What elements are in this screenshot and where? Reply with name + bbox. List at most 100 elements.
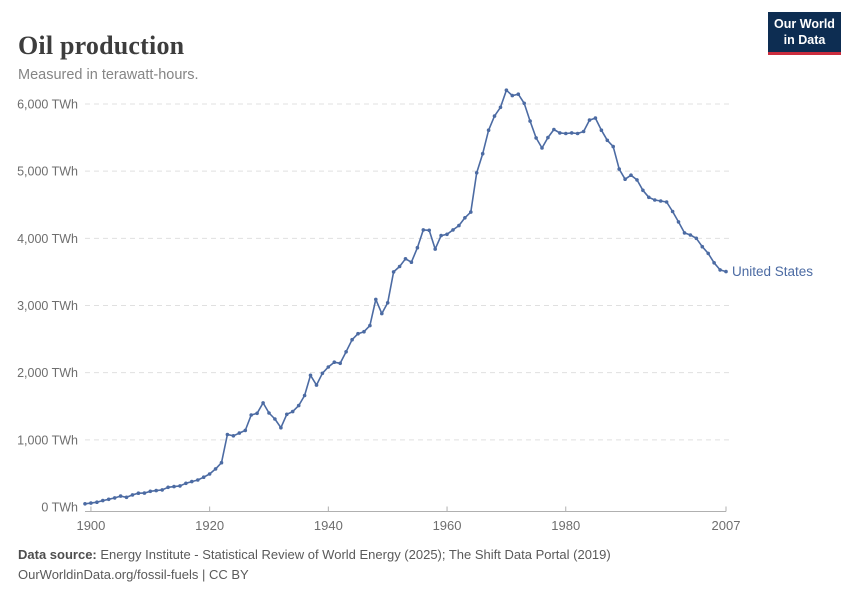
data-point	[569, 131, 574, 135]
data-point	[219, 460, 224, 465]
owid-logo-line2: in Data	[783, 32, 826, 47]
y-tick-label: 2,000 TWh	[17, 366, 78, 380]
data-point	[243, 428, 248, 433]
data-point	[611, 144, 615, 149]
x-tick-label: 1940	[314, 518, 343, 533]
data-source-text: Energy Institute - Statistical Review of…	[96, 547, 611, 562]
owid-logo[interactable]: Our World in Data	[768, 12, 841, 55]
data-point	[302, 393, 307, 398]
data-point	[724, 269, 728, 274]
data-point	[148, 489, 153, 494]
data-point	[492, 114, 497, 118]
data-point	[231, 434, 236, 438]
x-tick-label: 1900	[76, 518, 105, 533]
data-point	[368, 323, 372, 328]
data-point	[380, 311, 384, 316]
owid-logo-line1: Our World	[774, 17, 835, 31]
y-tick-label: 4,000 TWh	[17, 232, 78, 246]
data-point	[385, 301, 390, 305]
data-point	[635, 178, 639, 182]
data-point	[391, 270, 396, 274]
data-point	[403, 257, 408, 261]
data-point	[285, 412, 289, 417]
y-tick-label: 1,000 TWh	[17, 433, 78, 447]
chart-footer: Data source: Energy Institute - Statisti…	[18, 545, 611, 585]
data-point	[546, 135, 550, 140]
data-point	[653, 198, 657, 202]
data-point	[332, 360, 337, 365]
data-point	[575, 131, 580, 136]
data-point	[201, 475, 206, 480]
data-point	[439, 233, 443, 238]
data-point	[350, 337, 354, 342]
data-point	[629, 173, 633, 177]
data-point	[682, 231, 687, 235]
data-point	[463, 216, 467, 220]
data-point	[362, 329, 366, 334]
data-point	[581, 129, 586, 134]
data-point	[136, 491, 141, 496]
data-point	[641, 188, 645, 193]
data-point	[207, 472, 212, 476]
data-point	[314, 383, 319, 387]
data-point	[261, 401, 265, 405]
data-point	[605, 138, 610, 143]
series-line-group[interactable]	[83, 88, 728, 506]
data-source-label: Data source:	[18, 547, 97, 562]
y-tick-label: 6,000 TWh	[17, 97, 78, 111]
data-source-line: Data source: Energy Institute - Statisti…	[18, 545, 611, 565]
data-point	[101, 498, 105, 503]
data-point	[457, 223, 461, 228]
data-point	[480, 151, 485, 156]
data-point	[700, 244, 705, 249]
tick-labels-group: 0 TWh 1,000 TWh 2,000 TWh 3,000 TWh 4,000 TW…	[17, 97, 740, 533]
data-point	[409, 260, 414, 265]
data-point	[184, 481, 188, 486]
y-tick-label: 0 TWh	[41, 501, 78, 515]
data-point	[647, 195, 651, 200]
data-point	[237, 431, 242, 435]
y-tick-label: 5,000 TWh	[17, 165, 78, 179]
data-point	[273, 417, 277, 421]
data-point	[599, 128, 604, 132]
data-point	[225, 432, 230, 437]
data-point	[172, 484, 176, 489]
data-point	[190, 479, 194, 484]
data-point	[623, 177, 627, 181]
data-point	[356, 331, 360, 336]
data-point	[130, 493, 135, 497]
data-point	[564, 131, 568, 136]
data-point	[154, 488, 158, 493]
series-line	[84, 89, 727, 505]
data-point	[486, 128, 491, 132]
data-point	[658, 199, 663, 203]
data-point	[338, 361, 343, 366]
data-point	[664, 200, 669, 204]
x-tick-label: 1960	[433, 518, 462, 533]
gridlines-group	[85, 103, 730, 441]
data-point	[374, 297, 378, 302]
data-point	[676, 220, 681, 224]
y-tick-label: 3,000 TWh	[17, 299, 78, 313]
data-point	[469, 210, 473, 214]
data-point	[712, 261, 716, 265]
data-point	[166, 485, 170, 490]
data-point	[95, 500, 99, 505]
data-point	[540, 146, 544, 150]
data-point	[670, 209, 675, 214]
data-point	[718, 268, 722, 272]
data-point	[427, 228, 432, 233]
data-point	[249, 413, 253, 417]
page-title: Oil production	[18, 31, 185, 61]
series-end-label[interactable]: United States	[732, 264, 813, 279]
data-point	[308, 373, 313, 378]
data-point	[587, 118, 592, 122]
data-point	[617, 167, 621, 171]
data-point	[397, 264, 402, 269]
x-tick-label: 2007	[712, 518, 741, 533]
data-point	[106, 497, 111, 502]
data-point	[267, 411, 271, 415]
data-point	[510, 93, 515, 98]
